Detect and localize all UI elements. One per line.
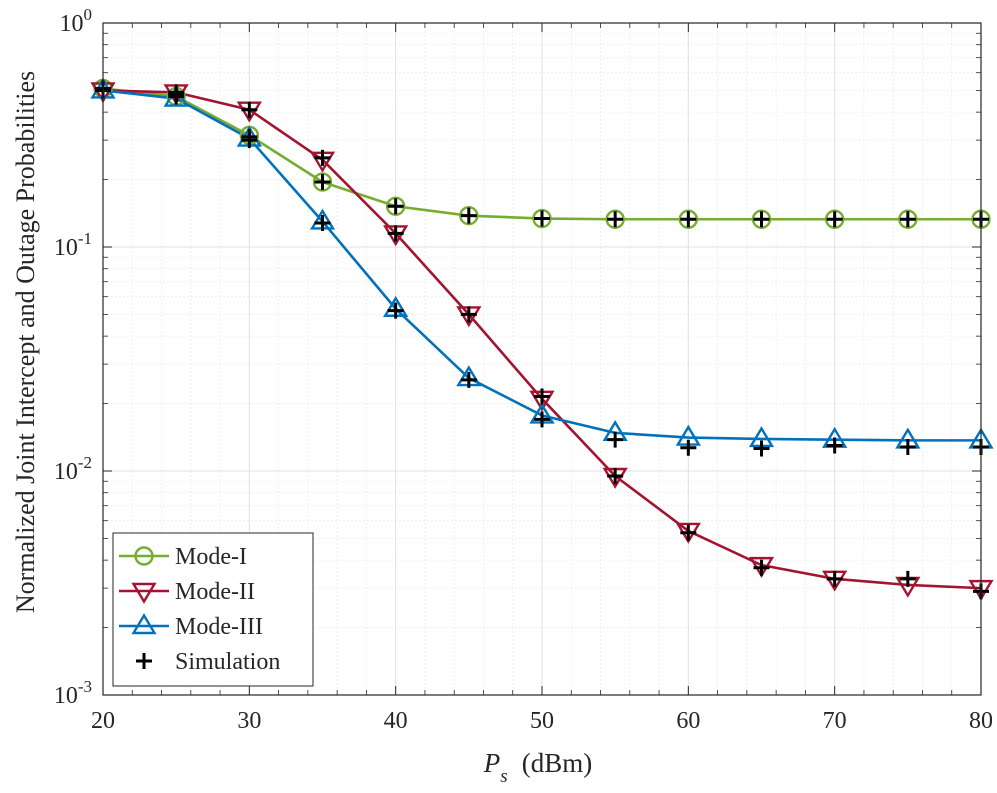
x-axis-label: Ps (dBm): [483, 748, 592, 787]
legend-marker: [134, 546, 154, 566]
simulation-point: [460, 306, 477, 323]
simulation-point: [168, 88, 185, 105]
simulation-point: [899, 570, 916, 587]
x-tick-label: 40: [384, 708, 408, 734]
simulation-point: [899, 211, 916, 228]
x-tick-label: 30: [237, 708, 261, 734]
y-tick-label: 10-2: [54, 453, 92, 485]
axis-ticks: [102, 23, 982, 696]
y-axis-label: Normalized Joint Intercept and Outage Pr…: [11, 71, 40, 613]
data-point-mode-i: [385, 196, 406, 216]
y-tick-label: 100: [60, 5, 93, 37]
simulation-point: [680, 211, 697, 228]
simulation-point: [460, 371, 477, 388]
data-point-mode-i: [605, 209, 625, 229]
simulation-point: [753, 559, 770, 576]
x-axis-label-subscript: s: [500, 766, 507, 787]
simulation-point: [680, 524, 697, 541]
legend-label: Mode-III: [175, 614, 263, 640]
x-tick-label: 80: [969, 708, 993, 734]
legend-label: Mode-I: [175, 544, 247, 570]
y-tick-label-exponent: -3: [78, 677, 92, 696]
x-tick-labels: 20 30 40 50 60 70 80: [91, 708, 993, 734]
simulation-point: [460, 207, 477, 224]
x-tick-label: 20: [91, 708, 115, 734]
simulation-point: [826, 437, 843, 454]
legend-marker: [136, 653, 152, 669]
simulation-point: [607, 431, 624, 448]
simulation-point: [534, 411, 550, 428]
simulation-point: [826, 211, 843, 228]
y-tick-label-exponent: -2: [78, 453, 92, 472]
data-point-mode-i: [312, 172, 333, 192]
y-tick-label-base: 10: [60, 11, 84, 37]
simulation-point: [680, 439, 697, 456]
simulation-point: [753, 211, 770, 228]
x-tick-label: 50: [530, 708, 554, 734]
data-point-mode-i: [459, 205, 479, 226]
y-tick-label-base: 10: [54, 683, 78, 709]
y-tick-label-base: 10: [54, 235, 78, 261]
simulation-point: [534, 210, 550, 227]
data-point-mode-i: [751, 209, 772, 229]
simulation-point: [387, 302, 404, 319]
legend-label: Mode-II: [175, 579, 255, 605]
simulation-point: [826, 570, 843, 587]
y-tick-label-exponent: -1: [78, 229, 92, 248]
data-point-mode-i: [678, 209, 699, 229]
legend-marker: [131, 582, 157, 604]
simulation-point: [753, 440, 770, 457]
x-tick-label: 60: [676, 708, 700, 734]
simulation-point: [241, 128, 258, 145]
simulation-point: [899, 438, 916, 455]
legend: Mode-I Mode-II Mode-III Simulation: [112, 532, 314, 687]
legend-marker: [131, 613, 157, 635]
x-tick-label: 70: [823, 708, 847, 734]
simulation-point: [387, 225, 404, 242]
simulation-point: [534, 388, 550, 405]
simulation-point: [314, 149, 331, 166]
data-point-mode-i: [898, 209, 918, 229]
x-axis-label-variable: P: [483, 748, 501, 778]
simulation-point: [241, 101, 258, 118]
simulation-point: [607, 467, 624, 484]
y-tick-label: 10-3: [54, 677, 92, 709]
y-tick-label-base: 10: [54, 459, 78, 485]
simulation-point: [314, 174, 331, 191]
y-tick-label: 10-1: [54, 229, 92, 261]
x-axis-label-unit: (dBm): [522, 748, 593, 778]
simulation-point: [314, 214, 331, 231]
legend-label: Simulation: [175, 649, 280, 675]
simulation-markers: [95, 80, 989, 600]
data-point-mode-i: [532, 208, 552, 229]
simulation-point: [607, 211, 624, 228]
simulation-point: [387, 198, 404, 215]
data-point-mode-i: [824, 209, 845, 229]
y-tick-label-exponent: 0: [84, 5, 93, 24]
